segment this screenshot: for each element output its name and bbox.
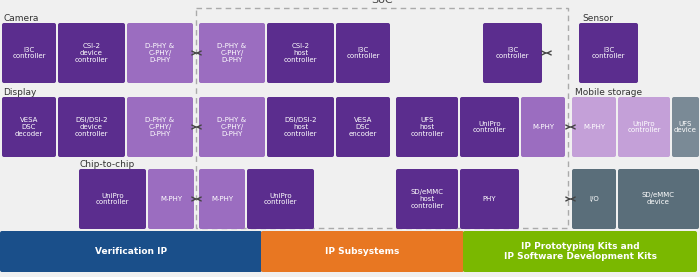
Text: Sensor: Sensor (582, 14, 613, 23)
Text: SD/eMMC
host
controller: SD/eMMC host controller (410, 189, 444, 209)
Text: I3C
controller: I3C controller (346, 47, 379, 60)
FancyBboxPatch shape (199, 23, 265, 83)
Text: DSI/DSI-2
host
controller: DSI/DSI-2 host controller (284, 117, 317, 137)
Text: M-PHY: M-PHY (583, 124, 605, 130)
FancyBboxPatch shape (460, 169, 519, 229)
FancyBboxPatch shape (618, 169, 699, 229)
FancyBboxPatch shape (267, 97, 334, 157)
FancyBboxPatch shape (579, 23, 638, 83)
FancyBboxPatch shape (618, 97, 670, 157)
Text: Camera: Camera (3, 14, 38, 23)
Text: Display: Display (3, 88, 36, 97)
FancyBboxPatch shape (2, 23, 56, 83)
FancyBboxPatch shape (58, 97, 125, 157)
FancyBboxPatch shape (460, 97, 519, 157)
FancyBboxPatch shape (672, 97, 699, 157)
FancyBboxPatch shape (572, 169, 616, 229)
Text: IP Subsystems: IP Subsystems (326, 247, 400, 256)
FancyBboxPatch shape (396, 97, 458, 157)
FancyBboxPatch shape (2, 97, 56, 157)
FancyBboxPatch shape (483, 23, 542, 83)
Text: D-PHY &
C-PHY/
D-PHY: D-PHY & C-PHY/ D-PHY (146, 43, 174, 63)
FancyBboxPatch shape (336, 23, 390, 83)
Text: UniPro
controller: UniPro controller (627, 120, 661, 134)
Text: Mobile storage: Mobile storage (575, 88, 642, 97)
Text: M-PHY: M-PHY (160, 196, 182, 202)
Text: UFS
device: UFS device (674, 120, 697, 134)
FancyBboxPatch shape (572, 97, 616, 157)
Text: M-PHY: M-PHY (532, 124, 554, 130)
FancyBboxPatch shape (463, 231, 697, 272)
FancyBboxPatch shape (247, 169, 314, 229)
Text: VESA
DSC
encoder: VESA DSC encoder (349, 117, 377, 137)
FancyBboxPatch shape (267, 23, 334, 83)
Text: I3C
controller: I3C controller (592, 47, 625, 60)
Text: UniPro
controller: UniPro controller (473, 120, 506, 134)
FancyBboxPatch shape (199, 169, 245, 229)
Text: Chip-to-chip: Chip-to-chip (80, 160, 135, 169)
FancyBboxPatch shape (79, 169, 146, 229)
FancyBboxPatch shape (521, 97, 565, 157)
Text: SoC: SoC (371, 0, 393, 5)
FancyBboxPatch shape (0, 231, 262, 272)
Text: D-PHY &
C-PHY/
D-PHY: D-PHY & C-PHY/ D-PHY (218, 117, 246, 137)
Text: UniPro
controller: UniPro controller (264, 193, 298, 206)
FancyBboxPatch shape (127, 97, 193, 157)
Text: DSI/DSI-2
device
controller: DSI/DSI-2 device controller (75, 117, 108, 137)
FancyBboxPatch shape (199, 97, 265, 157)
Text: I3C
controller: I3C controller (496, 47, 529, 60)
Text: SD/eMMC
device: SD/eMMC device (642, 193, 675, 206)
FancyBboxPatch shape (336, 97, 390, 157)
Bar (196, 8, 568, 228)
FancyBboxPatch shape (127, 23, 193, 83)
Text: CSI-2
host
controller: CSI-2 host controller (284, 43, 317, 63)
Text: UniPro
controller: UniPro controller (96, 193, 130, 206)
Text: UFS
host
controller: UFS host controller (410, 117, 444, 137)
FancyBboxPatch shape (261, 231, 464, 272)
Text: I/O: I/O (589, 196, 599, 202)
FancyBboxPatch shape (396, 169, 458, 229)
Text: VESA
DSC
decoder: VESA DSC decoder (15, 117, 43, 137)
Text: Verification IP: Verification IP (95, 247, 167, 256)
Text: D-PHY &
C-PHY/
D-PHY: D-PHY & C-PHY/ D-PHY (218, 43, 246, 63)
Text: I3C
controller: I3C controller (13, 47, 46, 60)
Text: IP Prototyping Kits and
IP Software Development Kits: IP Prototyping Kits and IP Software Deve… (503, 242, 657, 261)
FancyBboxPatch shape (148, 169, 194, 229)
Text: CSI-2
device
controller: CSI-2 device controller (75, 43, 108, 63)
Text: M-PHY: M-PHY (211, 196, 233, 202)
Text: PHY: PHY (483, 196, 496, 202)
FancyBboxPatch shape (58, 23, 125, 83)
Text: D-PHY &
C-PHY/
D-PHY: D-PHY & C-PHY/ D-PHY (146, 117, 174, 137)
